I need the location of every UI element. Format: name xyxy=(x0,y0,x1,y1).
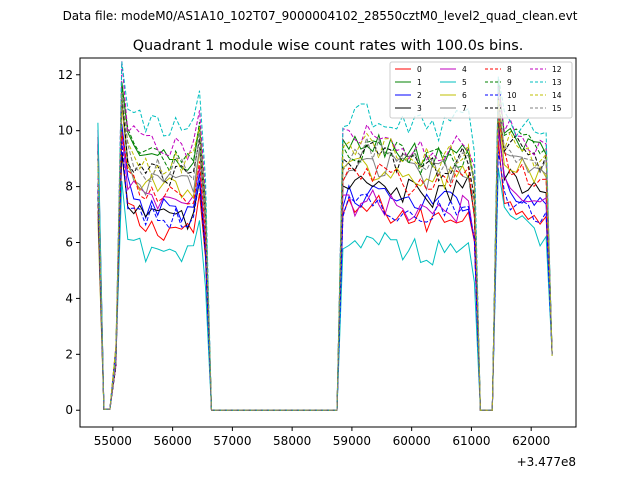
x-offset-label: +3.477e8 xyxy=(517,455,576,469)
y-tick-label: 8 xyxy=(65,180,73,194)
legend-label: 4 xyxy=(462,65,467,74)
series-line-2 xyxy=(97,123,553,411)
legend-label: 13 xyxy=(552,78,562,87)
y-axis: 0 2 4 6 8 10 12 xyxy=(58,68,80,417)
series-line-6 xyxy=(97,106,553,411)
chart-title: Quadrant 1 module wise count rates with … xyxy=(133,38,524,54)
y-tick-label: 4 xyxy=(65,291,73,305)
x-tick-label: 59000 xyxy=(333,434,371,448)
x-tick-label: 61000 xyxy=(452,434,490,448)
series-line-4 xyxy=(97,127,553,411)
legend-label: 1 xyxy=(417,78,422,87)
series-line-5 xyxy=(97,122,553,411)
legend-label: 2 xyxy=(417,91,422,100)
y-tick-label: 2 xyxy=(65,347,73,361)
legend-label: 8 xyxy=(507,65,512,74)
series-line-14 xyxy=(97,92,553,411)
series-line-1 xyxy=(97,79,553,411)
legend-label: 7 xyxy=(462,104,467,113)
legend-label: 3 xyxy=(417,104,422,113)
y-tick-label: 0 xyxy=(65,403,73,417)
series-layer xyxy=(97,61,553,411)
x-tick-label: 57000 xyxy=(213,434,251,448)
legend-label: 9 xyxy=(507,78,512,87)
y-tick-label: 10 xyxy=(58,124,73,138)
series-line-9 xyxy=(97,86,553,411)
x-tick-label: 62000 xyxy=(512,434,550,448)
legend-label: 14 xyxy=(552,91,562,100)
x-tick-label: 60000 xyxy=(393,434,431,448)
legend-label: 15 xyxy=(552,104,562,113)
x-axis: 55000 56000 57000 58000 59000 60000 61000 62000 xyxy=(94,427,550,448)
suptitle: Data file: modeM0/AS1A10_102T07_90000041… xyxy=(63,9,578,23)
x-tick-label: 55000 xyxy=(94,434,132,448)
y-tick-label: 6 xyxy=(65,236,73,250)
legend-label: 11 xyxy=(507,104,517,113)
legend-box xyxy=(389,61,573,119)
legend-label: 10 xyxy=(507,91,517,100)
series-line-8 xyxy=(97,115,553,411)
legend-label: 12 xyxy=(552,65,562,74)
legend-label: 5 xyxy=(462,78,467,87)
series-line-11 xyxy=(97,94,553,411)
series-line-7 xyxy=(97,98,553,411)
legend-label: 0 xyxy=(417,65,422,74)
series-line-15 xyxy=(97,93,553,411)
x-tick-label: 56000 xyxy=(154,434,192,448)
y-tick-label: 12 xyxy=(58,68,73,82)
legend-label: 6 xyxy=(462,91,467,100)
x-tick-label: 58000 xyxy=(273,434,311,448)
